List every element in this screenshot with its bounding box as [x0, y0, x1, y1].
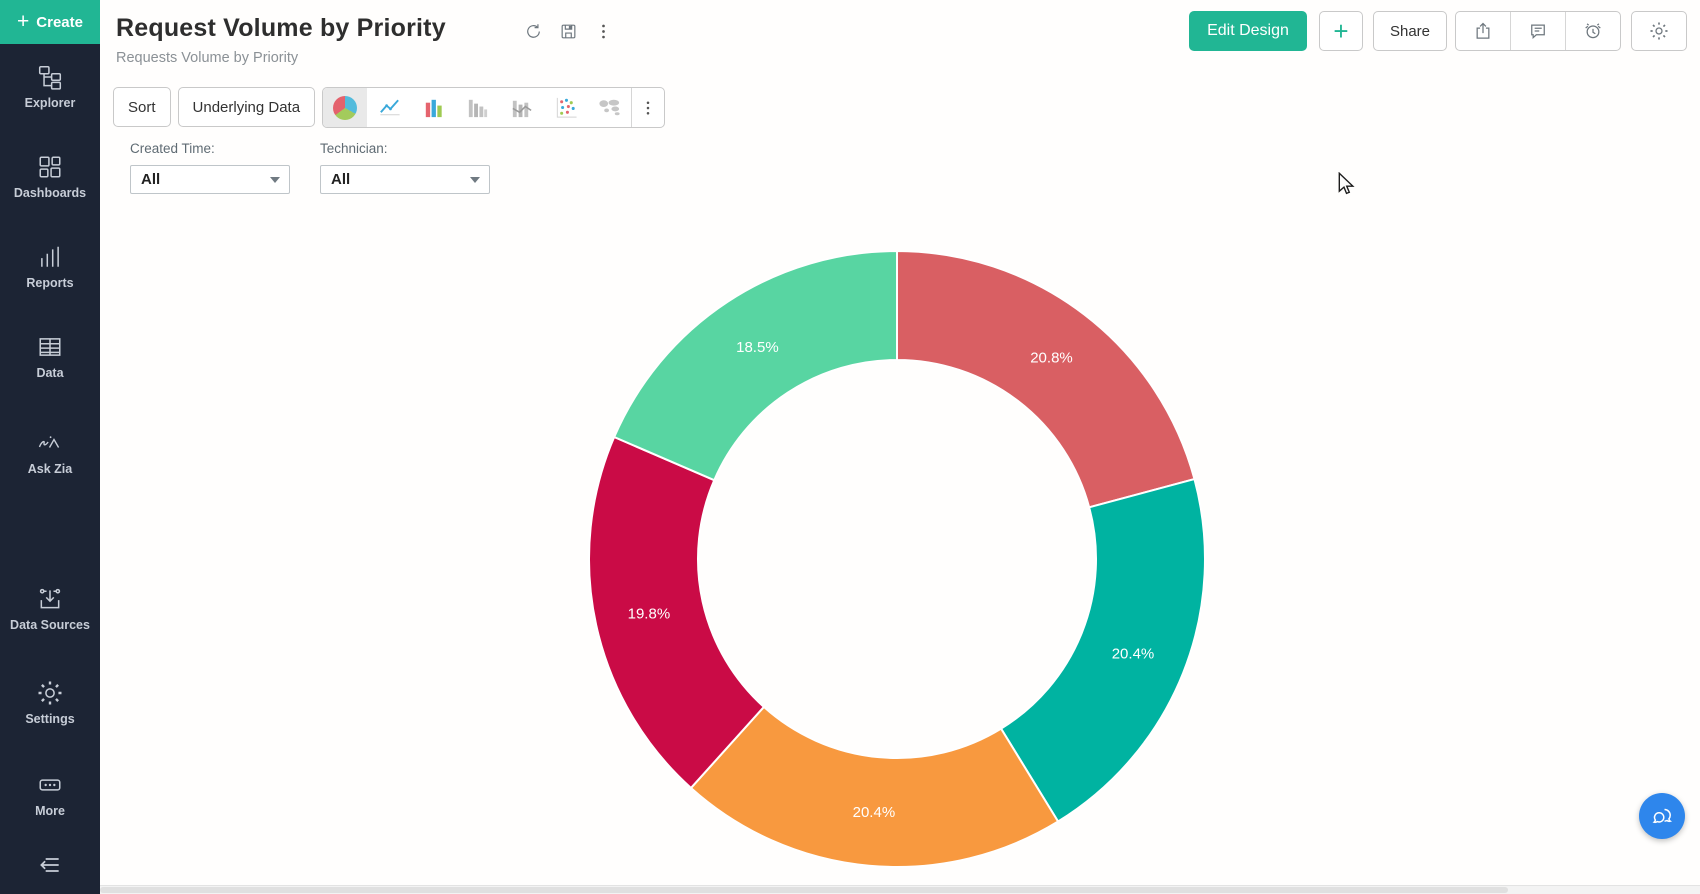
help-chat-button[interactable]: [1639, 793, 1685, 839]
line-chart-icon: [379, 99, 400, 116]
sort-button[interactable]: Sort: [113, 87, 171, 127]
save-icon[interactable]: [559, 22, 578, 41]
mouse-cursor: [1337, 171, 1355, 201]
export-icon: [1476, 22, 1490, 39]
filter-label: Created Time:: [130, 141, 215, 156]
gear-icon: [1650, 22, 1668, 40]
scrollbar-thumb[interactable]: [100, 887, 1508, 893]
filter-technician: Technician: All: [320, 141, 490, 194]
vertical-ellipsis-icon: [646, 100, 650, 115]
chart-type-map[interactable]: [587, 88, 631, 127]
combo-chart-icon: [512, 100, 532, 118]
header-actions: Edit Design + Share: [1189, 11, 1687, 51]
title-actions: [524, 22, 613, 41]
sidebar-item-label: Reports: [26, 276, 74, 290]
create-button[interactable]: + Create: [0, 0, 100, 44]
chevron-down-icon: [270, 177, 280, 183]
header-icon-group: [1455, 11, 1621, 51]
sidebar-item-reports[interactable]: Reports: [0, 244, 100, 290]
sidebar-item-label: More: [35, 804, 65, 818]
sidebar-item-ask-zia[interactable]: Ask Zia: [0, 430, 100, 476]
scatter-chart-icon: [556, 97, 577, 118]
donut-segment-label: 20.4%: [1112, 645, 1155, 662]
technician-select[interactable]: All: [320, 165, 490, 194]
comments-button[interactable]: [1510, 12, 1565, 50]
explorer-icon: [38, 65, 62, 90]
ask-zia-icon: [38, 436, 60, 448]
chat-icon: [1652, 808, 1673, 824]
settings-gear-icon: [38, 681, 62, 705]
divider: [631, 88, 633, 127]
donut-segment-1[interactable]: [896, 249, 1196, 509]
filter-label: Technician:: [320, 141, 388, 156]
page-subtitle: Requests Volume by Priority: [116, 50, 299, 66]
collapse-arrow-icon: [40, 858, 59, 872]
chart-type-line[interactable]: [367, 88, 411, 127]
sidebar-item-data-sources[interactable]: Data Sources: [0, 586, 100, 632]
alarm-clock-icon: [1585, 23, 1601, 39]
chart-type-pie[interactable]: [323, 88, 368, 127]
settings-button[interactable]: [1631, 11, 1687, 51]
sidebar-item-label: Data Sources: [10, 618, 90, 632]
create-label: Create: [36, 13, 83, 31]
refresh-icon[interactable]: [524, 22, 543, 41]
pie-chart-icon: [333, 95, 358, 120]
selected-value: All: [141, 171, 161, 188]
add-button[interactable]: +: [1319, 11, 1363, 51]
sidebar-item-dashboards[interactable]: Dashboards: [0, 154, 100, 200]
created-time-select[interactable]: All: [130, 165, 290, 194]
chart-type-bar[interactable]: [411, 88, 455, 127]
selected-value: All: [331, 171, 351, 188]
sidebar-item-explorer[interactable]: Explorer: [0, 64, 100, 110]
more-icon: [39, 779, 61, 791]
donut-segment-2[interactable]: [999, 477, 1206, 823]
sidebar-item-label: Ask Zia: [27, 462, 73, 476]
chart-type-combo[interactable]: [499, 88, 543, 127]
horizontal-scrollbar[interactable]: [100, 885, 1700, 894]
sidebar-item-label: Explorer: [24, 96, 76, 110]
share-button[interactable]: Share: [1373, 11, 1447, 51]
export-button[interactable]: [1456, 12, 1510, 50]
collapse-sidebar-button[interactable]: [0, 852, 100, 878]
title-more-menu-icon[interactable]: [594, 22, 613, 41]
dashboards-icon: [39, 156, 61, 178]
map-chart-icon: [598, 99, 620, 116]
donut-segment-label: 20.8%: [1030, 350, 1073, 367]
data-sources-icon: [39, 588, 61, 609]
sidebar-item-label: Dashboards: [13, 186, 87, 200]
grouped-bar-icon: [468, 99, 487, 118]
underlying-data-button[interactable]: Underlying Data: [177, 87, 316, 127]
bar-chart-icon: [425, 99, 442, 118]
comment-icon: [1531, 24, 1545, 39]
chevron-down-icon: [470, 177, 480, 183]
donut-chart: 20.8% 20.4% 20.4% 19.8% 18.5%: [577, 239, 1217, 879]
view-toolbar: Sort Underlying Data: [113, 87, 666, 128]
sidebar-item-label: Data: [36, 366, 64, 380]
sidebar-item-data[interactable]: Data: [0, 334, 100, 380]
donut-segment-5[interactable]: [612, 249, 898, 482]
sidebar-item-label: Settings: [25, 712, 75, 726]
filter-created-time: Created Time: All: [130, 141, 290, 194]
sidebar: + Create Explorer Dashboards Reports: [0, 0, 100, 894]
plus-icon: +: [17, 9, 30, 33]
data-table-icon: [39, 338, 61, 356]
chart-type-grouped-bar[interactable]: [455, 88, 499, 127]
donut-segment-label: 20.4%: [853, 804, 896, 821]
page-title: Request Volume by Priority: [116, 14, 446, 42]
edit-design-button[interactable]: Edit Design: [1189, 11, 1307, 51]
chart-type-switcher: [322, 87, 666, 128]
donut-segment-label: 19.8%: [628, 606, 671, 623]
chart-type-more-button[interactable]: [632, 88, 664, 127]
reports-icon: [41, 246, 59, 267]
chart-type-scatter[interactable]: [543, 88, 587, 127]
sidebar-item-more[interactable]: More: [0, 772, 100, 818]
donut-segment-label: 18.5%: [736, 339, 779, 356]
sidebar-item-settings[interactable]: Settings: [0, 680, 100, 726]
alerts-button[interactable]: [1565, 12, 1620, 50]
donut-segment-3[interactable]: [689, 705, 1060, 868]
donut-segment-4[interactable]: [588, 435, 766, 790]
